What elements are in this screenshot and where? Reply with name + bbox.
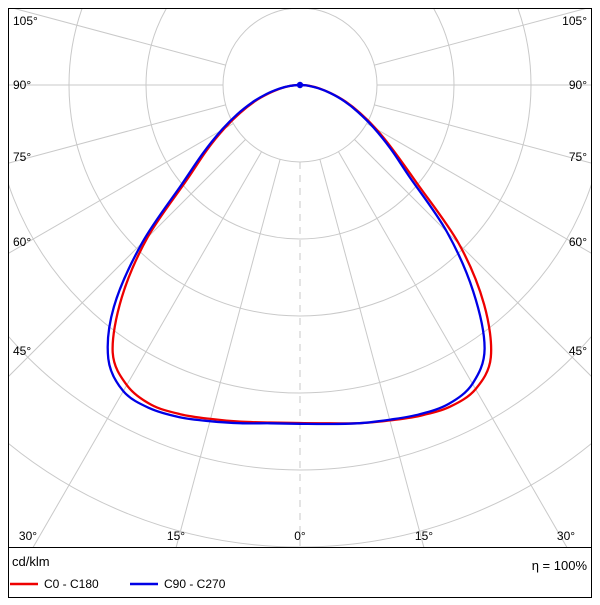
angle-label-bottom: 15° xyxy=(415,529,433,543)
legend-label-c0-c180: C0 - C180 xyxy=(44,577,99,591)
angle-label-right: 90° xyxy=(569,78,587,92)
grid-ray xyxy=(319,159,425,548)
intensity-curves xyxy=(106,83,493,426)
grid-ray xyxy=(175,159,281,548)
angle-label-left: 75° xyxy=(13,150,31,164)
polar-grid xyxy=(8,8,592,548)
grid-ring xyxy=(8,182,592,394)
angle-label-right: 45° xyxy=(569,344,587,358)
legend-label-c90-c270: C90 - C270 xyxy=(164,577,226,591)
grid-ray xyxy=(32,151,262,548)
curve-c90-c270 xyxy=(106,83,486,426)
grid-ring xyxy=(8,335,592,471)
grid-ray xyxy=(8,104,226,164)
grid-ray xyxy=(8,139,246,377)
luminaire-center-dot xyxy=(296,81,304,89)
grid-ray xyxy=(374,8,586,66)
angle-label-right: 60° xyxy=(569,235,587,249)
angle-label-left: 45° xyxy=(13,344,31,358)
angle-label-bottom: 30° xyxy=(557,529,575,543)
legend-box xyxy=(8,547,592,598)
angle-label-right: 105° xyxy=(562,14,587,28)
plot-background xyxy=(8,8,592,548)
angle-label-bottom: 30° xyxy=(19,529,37,543)
angle-label-left: 90° xyxy=(13,78,31,92)
efficiency-label: η = 100% xyxy=(532,558,588,573)
grid-ray xyxy=(338,151,568,548)
angle-label-bottom: 0° xyxy=(294,529,306,543)
grid-ray xyxy=(14,8,226,66)
angle-label-left: 60° xyxy=(13,235,31,249)
angle-label-right: 75° xyxy=(569,150,587,164)
grid-ray xyxy=(8,123,234,254)
grid-ray xyxy=(374,104,592,164)
grid-ray xyxy=(354,139,592,377)
units-label: cd/klm xyxy=(12,554,50,569)
angle-labels: 105° 90° 75° 60° 45° 105° 90° 75° 60° 45° 30° 15° 0°… xyxy=(13,14,587,543)
grid-ray xyxy=(366,123,592,254)
angle-label-left: 105° xyxy=(13,14,38,28)
angle-label-bottom: 15° xyxy=(167,529,185,543)
